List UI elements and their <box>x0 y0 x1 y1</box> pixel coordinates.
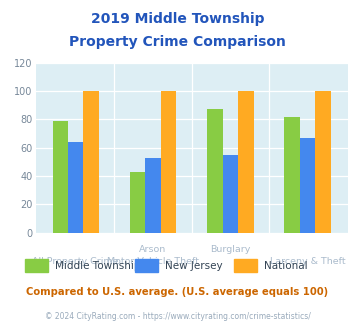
Text: Arson: Arson <box>140 246 166 254</box>
Text: Middle Township: Middle Township <box>55 261 141 271</box>
Bar <box>316 91 331 233</box>
Text: Motor Vehicle Theft: Motor Vehicle Theft <box>107 257 199 266</box>
Bar <box>207 110 223 233</box>
Bar <box>145 158 161 233</box>
Bar <box>68 142 83 233</box>
Text: © 2024 CityRating.com - https://www.cityrating.com/crime-statistics/: © 2024 CityRating.com - https://www.city… <box>45 312 310 321</box>
Bar <box>83 91 99 233</box>
Text: National: National <box>264 261 308 271</box>
Bar <box>300 138 316 233</box>
Text: Burglary: Burglary <box>210 246 251 254</box>
Bar <box>238 91 253 233</box>
Text: Property Crime Comparison: Property Crime Comparison <box>69 35 286 49</box>
Text: 2019 Middle Township: 2019 Middle Township <box>91 12 264 25</box>
Bar <box>284 116 300 233</box>
Bar <box>130 172 145 233</box>
Bar <box>161 91 176 233</box>
Text: Compared to U.S. average. (U.S. average equals 100): Compared to U.S. average. (U.S. average … <box>26 287 329 297</box>
Text: New Jersey: New Jersey <box>165 261 223 271</box>
Bar <box>223 155 238 233</box>
Text: All Property Crime: All Property Crime <box>32 257 119 266</box>
Text: Larceny & Theft: Larceny & Theft <box>270 257 345 266</box>
Bar <box>53 121 68 233</box>
